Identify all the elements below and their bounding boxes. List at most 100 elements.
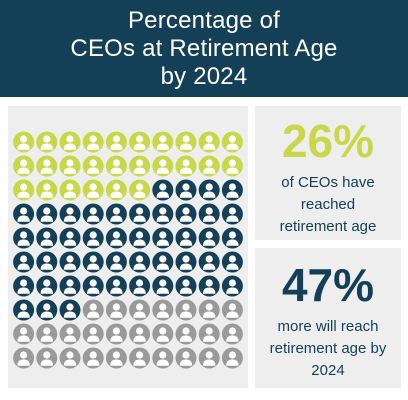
person-icon: [152, 323, 174, 345]
person-icon: [221, 203, 243, 225]
person-icon: [59, 251, 81, 273]
person-icon: [221, 323, 243, 345]
person-icon: [198, 347, 220, 369]
person-icon: [13, 275, 35, 297]
person-icon: [175, 203, 197, 225]
stat-card-reached: 26% of CEOs have reached retirement age: [255, 106, 401, 240]
person-icon: [129, 155, 151, 177]
person-icon: [36, 155, 58, 177]
person-icon: [82, 347, 104, 369]
title-line-1: Percentage of: [127, 6, 281, 34]
person-icon: [36, 203, 58, 225]
person-icon: [82, 179, 104, 201]
person-icon: [105, 131, 127, 153]
person-icon: [129, 179, 151, 201]
person-icon: [152, 299, 174, 321]
person-icon: [152, 251, 174, 273]
person-icon: [82, 203, 104, 225]
stat-line: 2024: [311, 362, 345, 379]
stat-line: more will reach: [277, 318, 379, 335]
person-icon: [221, 227, 243, 249]
person-icon: [175, 347, 197, 369]
person-icon: [105, 347, 127, 369]
stat-line: retirement age: [279, 218, 377, 235]
person-icon: [59, 323, 81, 345]
person-icon: [129, 299, 151, 321]
stat-description-reached: of CEOs have reached retirement age: [274, 172, 383, 238]
person-icon: [129, 131, 151, 153]
person-icon: [82, 251, 104, 273]
person-icon: [13, 203, 35, 225]
person-icon: [175, 275, 197, 297]
person-icon: [198, 131, 220, 153]
person-icon: [198, 299, 220, 321]
pictogram-panel: [8, 106, 248, 388]
person-icon: [36, 251, 58, 273]
person-icon: [59, 155, 81, 177]
person-icon: [221, 251, 243, 273]
person-icon: [198, 275, 220, 297]
person-icon: [221, 347, 243, 369]
person-icon: [36, 131, 58, 153]
person-icon: [13, 251, 35, 273]
person-icon: [198, 227, 220, 249]
stat-value-will-reach: 47%: [281, 259, 375, 311]
person-icon: [105, 155, 127, 177]
person-icon: [152, 131, 174, 153]
person-icon: [221, 131, 243, 153]
title-banner: Percentage of CEOs at Retirement Age by …: [0, 0, 408, 97]
person-icon: [82, 299, 104, 321]
person-icon: [82, 155, 104, 177]
person-icon: [175, 179, 197, 201]
person-icon: [152, 275, 174, 297]
person-icon: [129, 227, 151, 249]
person-icon: [59, 131, 81, 153]
person-icon: [129, 323, 151, 345]
person-icon: [152, 227, 174, 249]
person-icon: [152, 179, 174, 201]
title-line-2: CEOs at Retirement Age: [70, 34, 338, 62]
person-icon: [13, 227, 35, 249]
person-icon: [13, 347, 35, 369]
person-icon: [175, 155, 197, 177]
person-icon: [152, 155, 174, 177]
person-icon: [105, 299, 127, 321]
person-icon: [13, 155, 35, 177]
stat-card-will-reach: 47% more will reach retirement age by 20…: [255, 248, 401, 388]
person-icon: [105, 275, 127, 297]
stat-line: retirement age by: [269, 340, 387, 357]
person-icon: [36, 299, 58, 321]
person-icon: [59, 347, 81, 369]
person-icon: [13, 131, 35, 153]
person-icon: [82, 227, 104, 249]
person-icon: [105, 179, 127, 201]
person-icon: [59, 227, 81, 249]
person-icon: [129, 203, 151, 225]
person-icon: [129, 347, 151, 369]
person-icon: [221, 155, 243, 177]
person-icon: [198, 179, 220, 201]
stat-value-reached: 26%: [281, 115, 375, 167]
person-icon: [175, 299, 197, 321]
person-icon: [105, 323, 127, 345]
person-icon: [36, 323, 58, 345]
person-icon: [82, 131, 104, 153]
person-icon: [13, 179, 35, 201]
person-icon: [59, 299, 81, 321]
person-icon: [82, 275, 104, 297]
person-icon: [198, 155, 220, 177]
title-line-3: by 2024: [160, 62, 248, 90]
stat-description-will-reach: more will reach retirement age by 2024: [264, 316, 393, 382]
stat-line: of CEOs have: [281, 174, 375, 191]
person-icon: [36, 275, 58, 297]
person-icon: [175, 131, 197, 153]
person-icon: [129, 251, 151, 273]
person-icon: [36, 347, 58, 369]
person-icon: [175, 323, 197, 345]
person-icon: [221, 275, 243, 297]
person-icon: [152, 203, 174, 225]
person-icon: [221, 299, 243, 321]
person-icon: [36, 179, 58, 201]
person-icon: [59, 179, 81, 201]
person-icon: [105, 203, 127, 225]
